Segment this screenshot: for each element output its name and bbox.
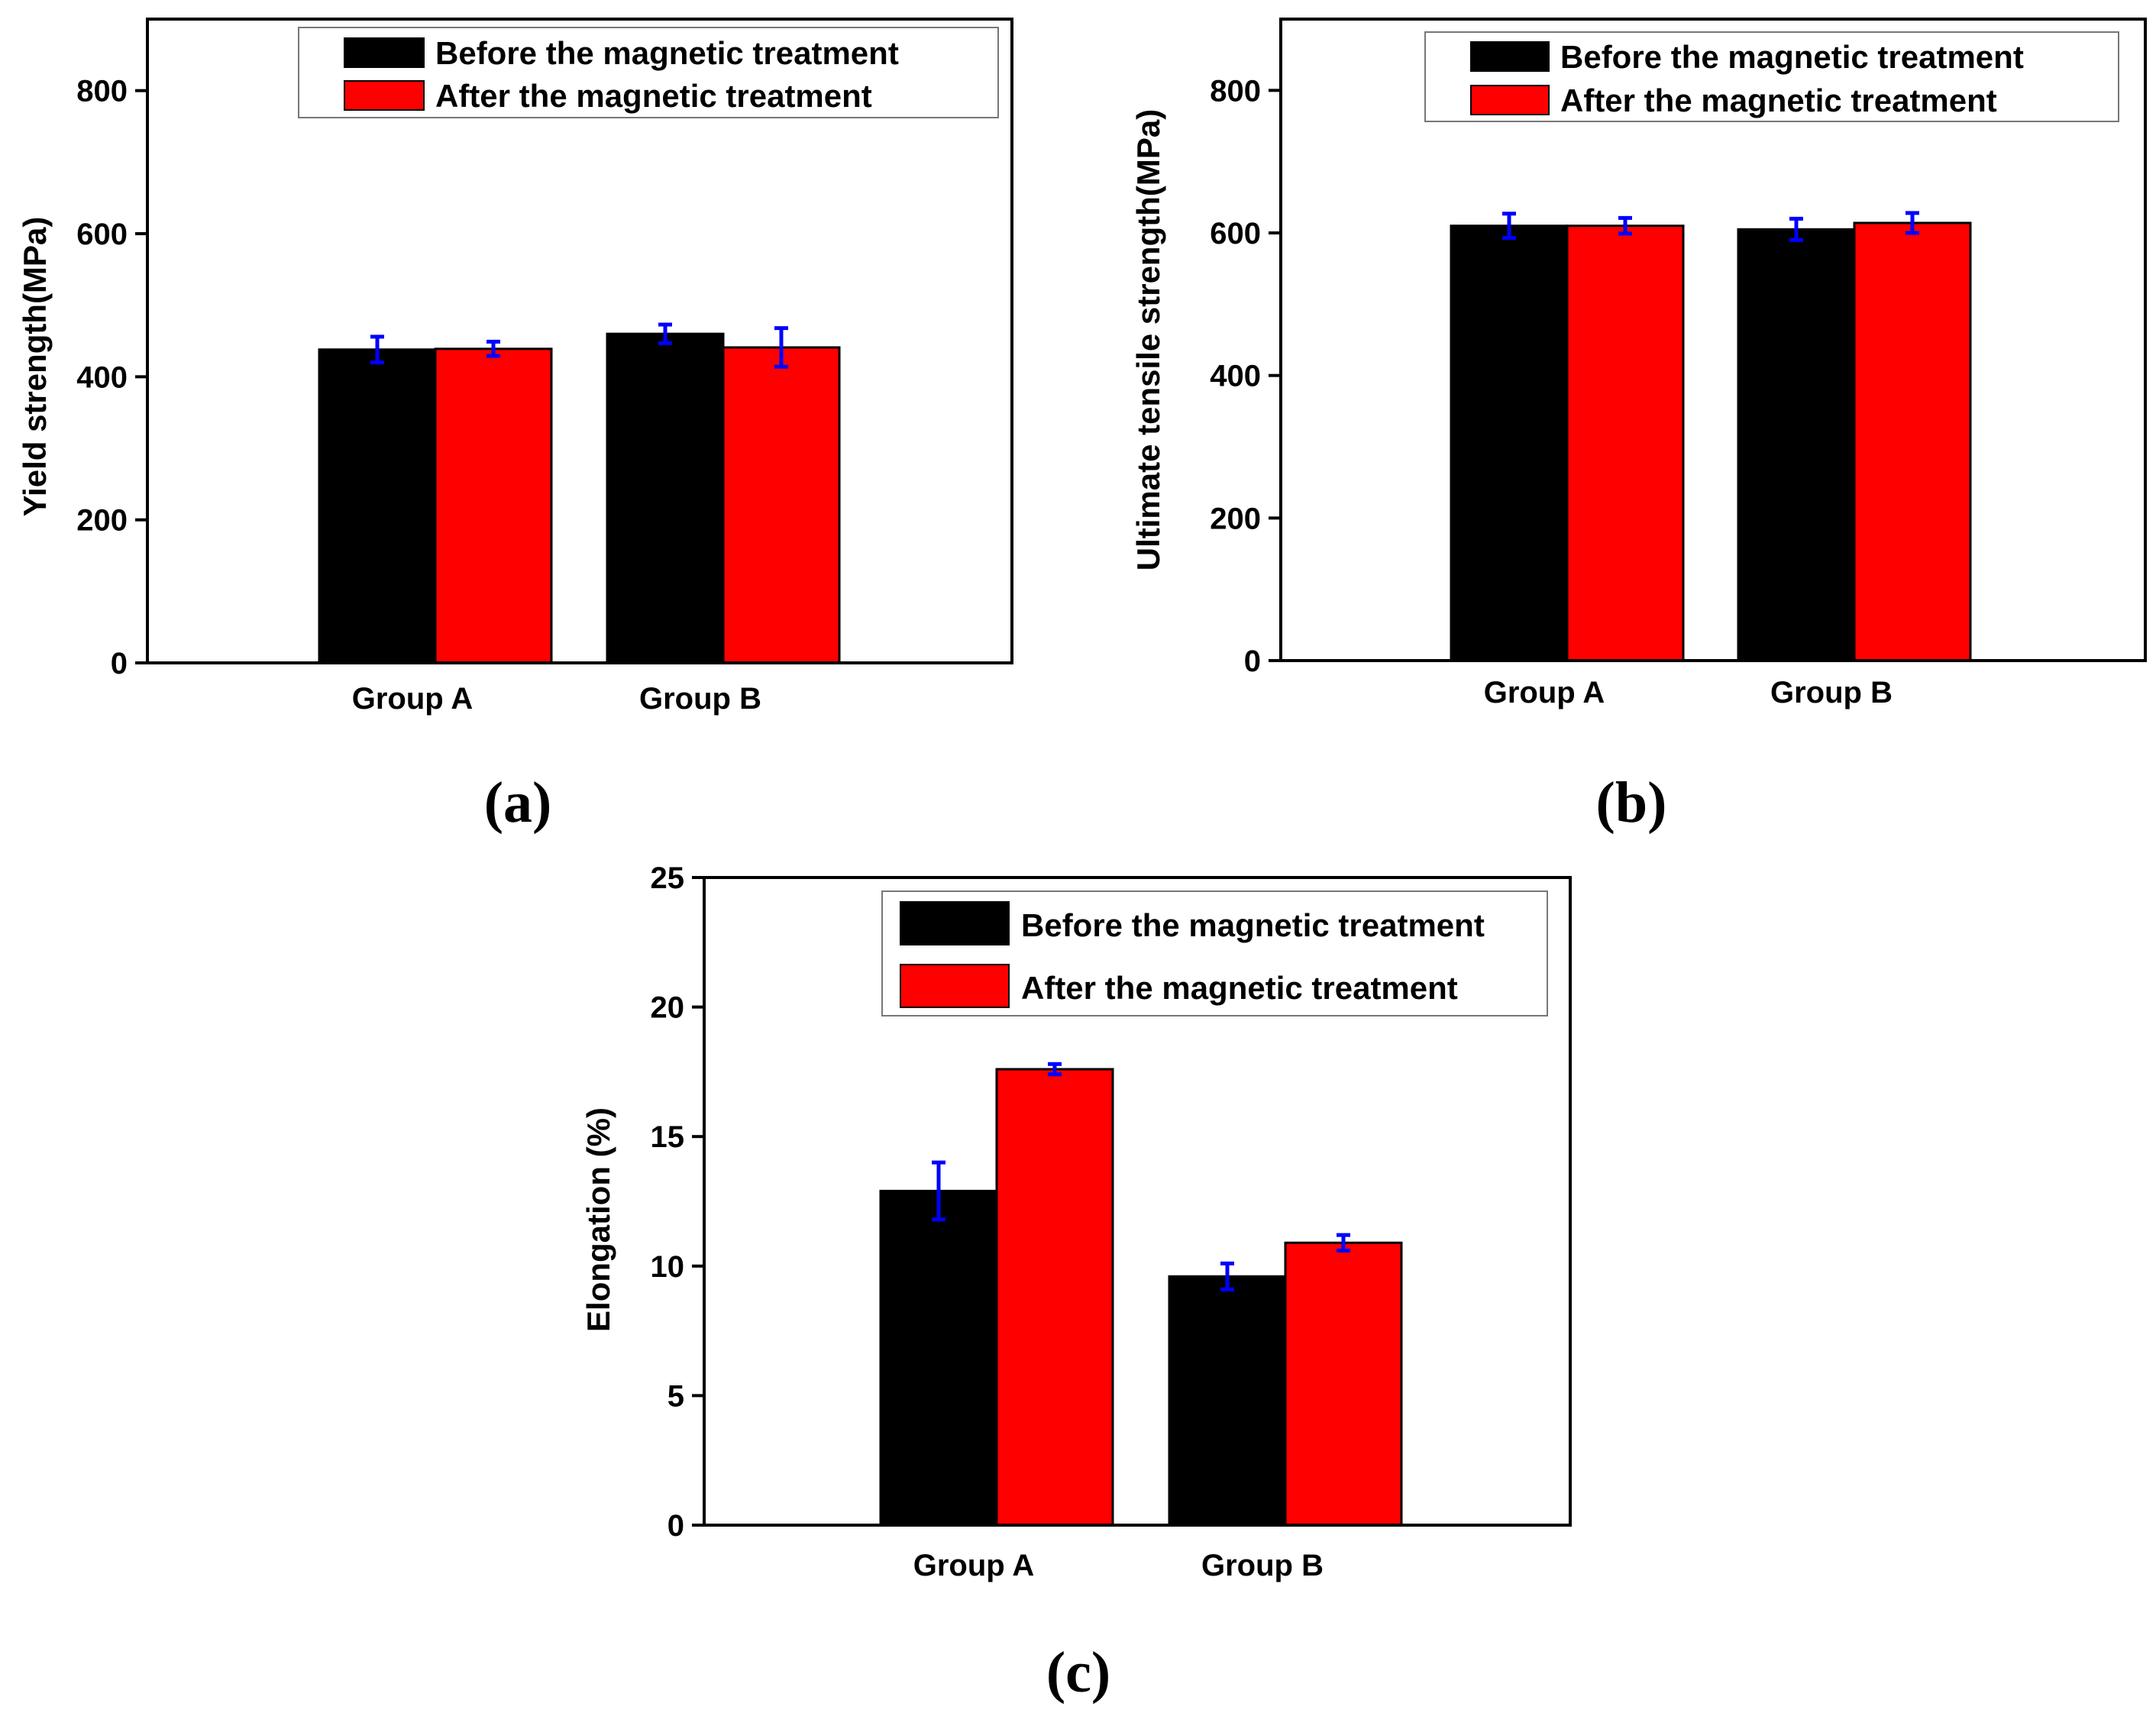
y-tick-label: 800: [76, 75, 128, 108]
y-tick-label: 200: [76, 504, 128, 538]
bar-after-group-a: [995, 1068, 1114, 1527]
legend-label-after: After the magnetic treatment: [1560, 82, 1997, 118]
panel-label-b: (b): [1596, 771, 1667, 835]
y-tick-label: 0: [667, 1509, 684, 1543]
legend-label-before: Before the magnetic treatment: [1560, 39, 2024, 75]
legend: Before the magnetic treatment After the …: [298, 27, 999, 118]
bars-group: [318, 322, 841, 664]
bar-before-group-b: [606, 332, 725, 664]
bar-after-group-b: [1853, 221, 1972, 662]
legend-swatch-before: [1470, 41, 1550, 72]
y-ticks: 0 5 10 15 20 25: [651, 861, 704, 1543]
bars-group: [879, 1062, 1403, 1527]
legend: Before the magnetic treatment After the …: [881, 890, 1548, 1016]
error-bar: [658, 322, 672, 345]
y-ticks: 0 200 400 600 800: [76, 75, 147, 680]
x-tick-labels: Group A Group B: [913, 1549, 1324, 1582]
x-tick-label: Group A: [352, 682, 474, 716]
bar-before-group-b: [1168, 1275, 1287, 1527]
legend-swatch-before: [344, 37, 425, 68]
y-tick-label: 20: [651, 991, 685, 1025]
y-tick-label: 800: [1210, 74, 1261, 108]
plot-frame: [703, 876, 1572, 1527]
y-tick-label: 5: [667, 1379, 684, 1413]
bar-after-group-b: [722, 346, 841, 664]
bar-after-group-b: [1284, 1241, 1403, 1527]
x-tick-label: Group B: [1201, 1549, 1324, 1582]
x-tick-label: Group A: [1484, 676, 1605, 709]
y-tick-label: 400: [76, 360, 128, 394]
legend-label-before: Before the magnetic treatment: [1021, 907, 1485, 943]
y-tick-label: 0: [1244, 645, 1261, 678]
panel-label-c: (c): [1046, 1640, 1110, 1705]
bar-before-group-a: [318, 348, 437, 664]
error-bar: [1905, 211, 1919, 235]
legend-swatch-after: [1470, 85, 1550, 115]
bar-before-group-a: [879, 1189, 998, 1527]
error-bar: [1337, 1233, 1350, 1252]
y-axis-title: Ultimate tensile strength(MPa): [1130, 109, 1166, 570]
x-tick-label: Group A: [913, 1549, 1035, 1582]
y-tick-label: 15: [651, 1120, 685, 1154]
y-tick-label: 600: [1210, 217, 1261, 250]
error-bar: [1618, 215, 1632, 236]
y-axis-title: Yield strength(MPa): [17, 217, 53, 517]
bar-before-group-b: [1737, 228, 1856, 662]
y-tick-label: 400: [1210, 360, 1261, 393]
error-bar: [932, 1160, 945, 1222]
legend-label-after: After the magnetic treatment: [435, 78, 872, 114]
y-tick-label: 200: [1210, 502, 1261, 535]
x-tick-label: Group B: [639, 682, 761, 716]
error-bar: [1789, 216, 1803, 242]
panel-label-a: (a): [484, 771, 552, 835]
legend: Before the magnetic treatment After the …: [1424, 31, 2119, 122]
y-ticks: 0 200 400 600 800: [1210, 74, 1281, 678]
x-tick-labels: Group A Group B: [352, 682, 761, 716]
legend-swatch-before: [900, 901, 1010, 945]
bar-before-group-a: [1450, 225, 1569, 662]
legend-swatch-after: [900, 964, 1010, 1008]
y-tick-label: 10: [651, 1250, 685, 1284]
error-bar: [1502, 212, 1516, 241]
error-bar: [486, 339, 500, 358]
bar-after-group-a: [1566, 225, 1685, 662]
bars-group: [1450, 211, 1972, 662]
error-bar: [774, 326, 788, 369]
plot-frame: [1279, 18, 2147, 662]
legend-label-before: Before the magnetic treatment: [435, 35, 899, 71]
legend-label-after: After the magnetic treatment: [1021, 970, 1458, 1006]
y-tick-label: 25: [651, 861, 685, 895]
x-tick-label: Group B: [1770, 676, 1893, 709]
y-tick-label: 600: [76, 218, 128, 251]
plot-frame: [146, 18, 1013, 664]
legend-swatch-after: [344, 80, 425, 111]
chart-panel-c: 0 5 10 15 20 25 Group A Group B Elongation (%)…: [580, 861, 1572, 1705]
x-tick-labels: Group A Group B: [1484, 676, 1893, 709]
chart-panel-a: 0 200 400 600 800 Group A Group B Yield stren…: [17, 18, 1013, 835]
error-bar: [1048, 1062, 1062, 1077]
y-tick-label: 0: [111, 647, 128, 680]
error-bar: [370, 335, 384, 365]
bar-after-group-a: [434, 347, 553, 664]
y-axis-title: Elongation (%): [580, 1107, 616, 1332]
chart-panel-b: 0 200 400 600 800 Group A Group B Ultimate te…: [1130, 18, 2147, 835]
error-bar: [1220, 1261, 1234, 1291]
